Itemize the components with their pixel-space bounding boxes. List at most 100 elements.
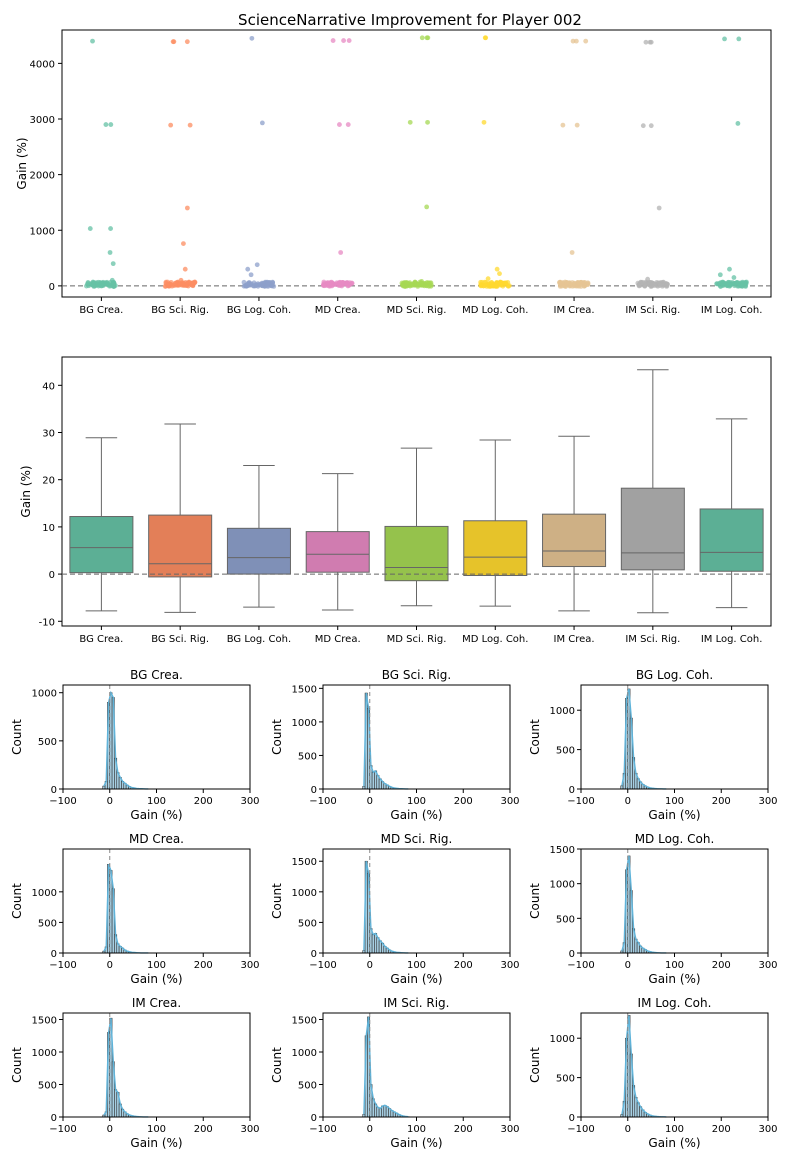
x-tick-label: 0 [625,1124,631,1135]
strip-point [187,122,193,128]
y-tick-label: 0 [311,1113,317,1124]
x-tick-label: 100 [665,1124,684,1135]
strip-point [330,38,336,43]
strip-point [248,272,254,278]
box [305,531,370,573]
x-tick-label: −100 [49,1124,76,1135]
strip-point [736,283,742,289]
x-tick-label: 100 [665,796,684,807]
histogram-title: MD Crea. [129,832,184,846]
y-tick-label: 1500 [550,845,575,856]
y-tick-label: 1000 [292,718,317,729]
x-tick-label: 200 [454,796,473,807]
x-axis-label: Gain (%) [130,1136,182,1150]
x-tick-label: IM Crea. [554,634,595,645]
strip-point [560,122,566,128]
strip-point [321,282,326,287]
strip-point [100,283,106,288]
histogram-title: BG Crea. [130,668,183,682]
strip-point [664,282,670,287]
y-tick-label: 500 [298,751,317,762]
x-tick-label: 300 [500,960,519,971]
histogram-bar [114,1089,118,1118]
strip-point [481,119,487,125]
strip-point [338,250,344,255]
x-tick-label: BG Sci. Rig. [151,634,209,645]
y-tick-label: 10 [42,523,55,534]
strip-point [107,250,113,255]
y-tick-label: 0 [51,949,57,960]
strip-point [424,204,430,210]
box [226,527,291,575]
histogram-bar [371,771,375,790]
box [384,525,449,582]
x-tick-label: 300 [240,960,259,971]
strip-point [639,280,645,286]
strip-point [578,284,584,289]
y-tick-label: 1000 [32,1048,57,1059]
y-tick-label: 40 [42,381,55,392]
strip-point [645,276,651,282]
y-tick-label: 500 [38,918,57,929]
strip-point [341,38,346,43]
strip-point [419,35,425,41]
y-tick-label: 1500 [32,1016,57,1027]
y-tick-label: 500 [298,918,317,929]
x-axis-label: Gain (%) [648,808,700,822]
x-tick-label: 0 [367,960,373,971]
y-tick-label: 1500 [292,684,317,695]
strip-point [497,271,502,277]
y-tick-label: 500 [556,914,575,925]
plot-frame [61,29,772,298]
strip-point [583,38,589,44]
x-tick-label: 0 [107,960,113,971]
x-tick-label: 300 [500,796,519,807]
strip-point [735,121,741,126]
x-tick-label: MD Crea. [315,305,361,316]
x-tick-label: 100 [665,960,684,971]
x-tick-label: IM Log. Coh. [701,305,763,316]
y-tick-label: 2000 [30,171,55,182]
y-axis-label: Count [270,883,284,919]
box-plot: -10 0 10 20 30 40 Gain (%) BG Crea. BG Sci. Rig.… [19,356,772,645]
y-axis-label: Count [10,1047,24,1083]
x-tick-label: 300 [758,960,777,971]
strip-point [87,226,93,231]
x-tick-label: IM Sci. Rig. [625,634,680,645]
y-tick-label: 1000 [30,226,55,237]
y-tick-label: 500 [556,1074,575,1085]
strip-point [108,226,113,231]
x-tick-label: 300 [500,1124,519,1135]
strip-point [84,281,90,287]
strip-point [643,39,649,45]
y-tick-label: 0 [569,785,575,796]
x-tick-label: −100 [309,960,336,971]
y-tick-label: -10 [39,617,55,628]
y-tick-label: 1500 [292,857,317,868]
strip-plot: 0 1000 2000 3000 4000 Gain (%) BG Crea. BG Sci.… [15,29,772,316]
x-axis-label: Gain (%) [130,972,182,986]
strip-point [564,280,570,285]
x-axis-label: Gain (%) [130,808,182,822]
histogram-bar [383,1105,387,1118]
y-axis-label: Gain (%) [19,465,33,517]
box [542,513,607,568]
plot-frame [62,684,251,790]
strip-point [726,281,731,287]
strip-point [722,36,727,42]
strip-point [415,282,421,288]
strip-point [721,280,726,286]
strip-point [489,279,494,285]
x-tick-label: MD Crea. [315,634,361,645]
strip-point [640,123,646,129]
strip-point [165,282,170,288]
y-tick-label: 500 [298,1081,317,1092]
strip-point [253,282,259,288]
strip-point [109,277,115,283]
strip-point [478,282,484,288]
x-tick-label: BG Crea. [79,305,123,316]
x-tick-label: MD Sci. Rig. [387,634,447,645]
histogram-title: IM Log. Coh. [638,996,712,1010]
